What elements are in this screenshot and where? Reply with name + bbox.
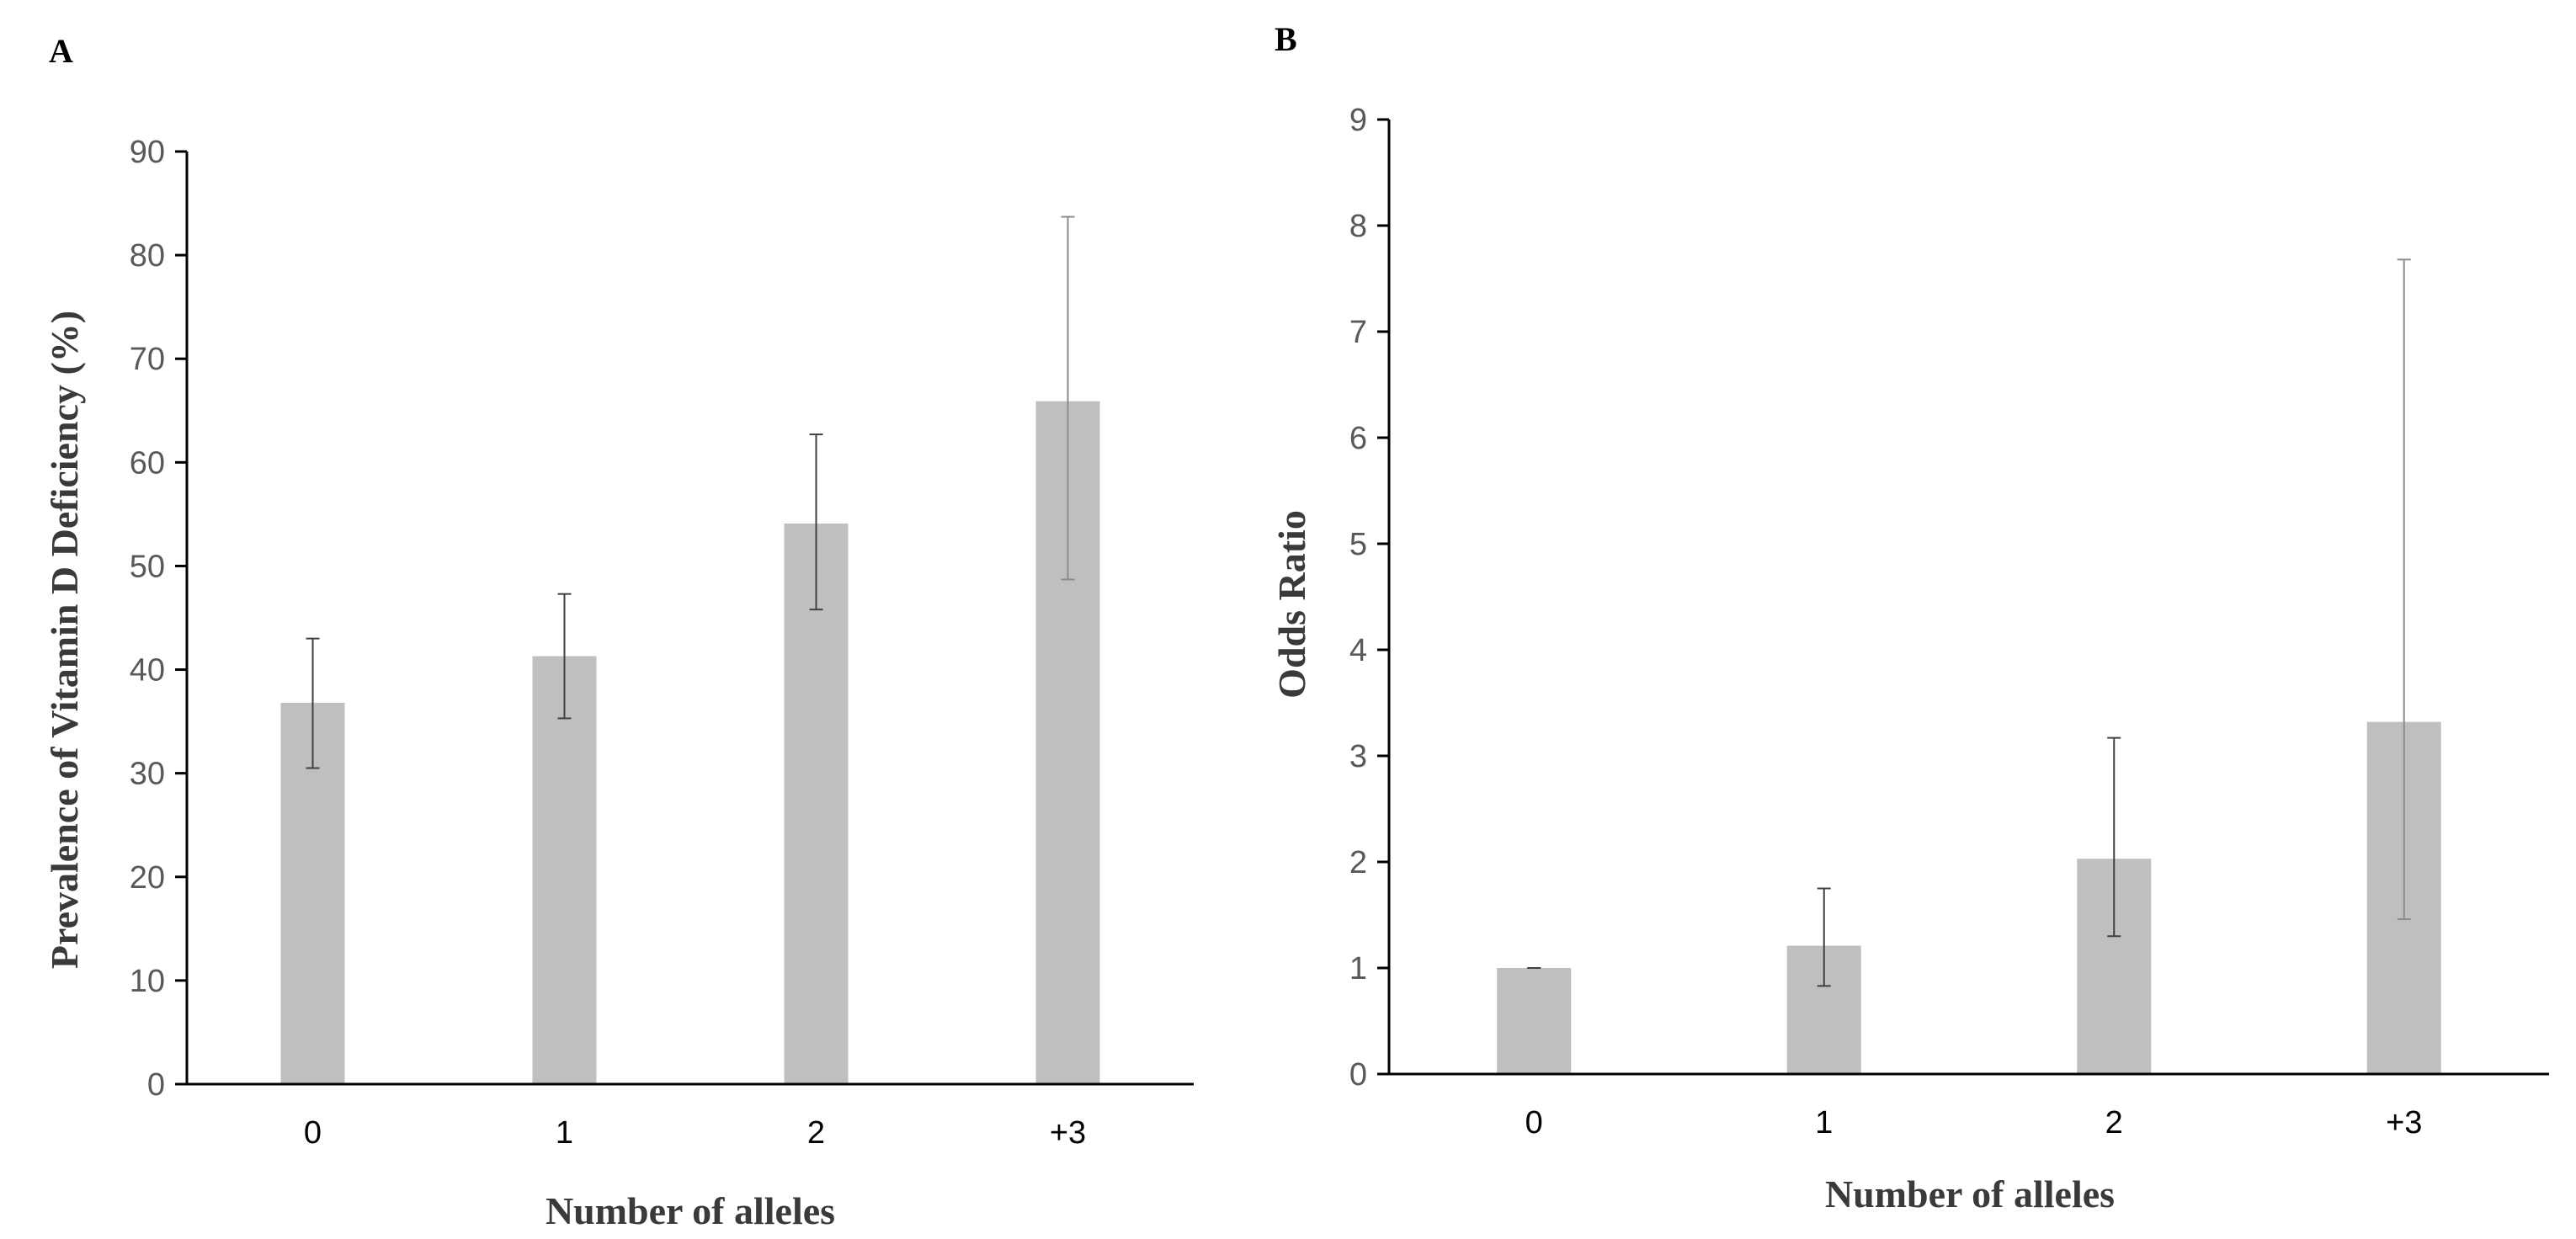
- error-bar-1: [1817, 887, 1831, 987]
- y-tick-label: 0: [147, 1067, 165, 1103]
- y-axis-title: Odds Ratio: [1270, 510, 1313, 699]
- error-bar-2: [809, 433, 823, 611]
- panel-label: B: [1275, 20, 1297, 58]
- error-bar-2: [2107, 736, 2121, 938]
- bar-1: [532, 656, 597, 1084]
- error-bar-1: [557, 593, 572, 720]
- x-axis-title: Number of alleles: [546, 1189, 835, 1232]
- error-bar-0: [306, 637, 320, 769]
- panel-label: A: [49, 32, 73, 70]
- bar-0: [1497, 968, 1572, 1074]
- x-tick-label: 0: [1525, 1105, 1543, 1141]
- y-tick-label: 1: [1349, 951, 1367, 986]
- y-tick-label: 40: [130, 653, 165, 689]
- y-tick-label: 70: [130, 342, 165, 377]
- y-tick-label: 3: [1349, 739, 1367, 774]
- error-bar-3: [2397, 258, 2411, 921]
- y-tick-label: 7: [1349, 315, 1367, 350]
- y-tick-label: 6: [1349, 421, 1367, 456]
- y-tick-label: 30: [130, 757, 165, 792]
- y-tick-label: 80: [130, 238, 165, 274]
- y-tick-label: 4: [1349, 633, 1367, 668]
- x-tick-label: +3: [2386, 1105, 2422, 1141]
- y-tick-label: 0: [1349, 1057, 1367, 1093]
- y-tick-label: 90: [130, 135, 165, 170]
- y-tick-label: 2: [1349, 845, 1367, 880]
- plot-area: 0 1 2 3 4 5 6 7 8 9 0 1 2 +3: [1349, 103, 2549, 1141]
- x-tick-label: 0: [304, 1115, 322, 1151]
- y-tick-label: 20: [130, 860, 165, 896]
- y-tick-label: 50: [130, 549, 165, 584]
- y-tick-label: 8: [1349, 209, 1367, 244]
- x-tick-label: 1: [556, 1115, 573, 1151]
- y-axis-title: Prevalence of Vitamin D Deficiency (%): [43, 311, 86, 969]
- y-tick-label: 60: [130, 445, 165, 481]
- x-tick-label: 2: [2105, 1105, 2123, 1141]
- panel-b: B Odds Ratio Number of alleles 0 1 2 3 4 5 6 7 8…: [1270, 20, 2549, 1215]
- panel-a: A Prevalence of Vitamin D Deficiency (%)…: [43, 32, 1194, 1232]
- x-tick-label: +3: [1050, 1115, 1086, 1151]
- x-axis-title: Number of alleles: [1825, 1173, 2115, 1215]
- error-bar-3: [1061, 215, 1075, 581]
- y-tick-label: 5: [1349, 527, 1367, 562]
- plot-area: 0 10 20 30 40 50 60 70 80 90 0 1 2 +3: [130, 135, 1194, 1151]
- x-tick-label: 1: [1815, 1105, 1833, 1141]
- x-tick-label: 2: [807, 1115, 825, 1151]
- y-tick-label: 10: [130, 964, 165, 999]
- bar-2: [784, 523, 849, 1084]
- y-tick-label: 9: [1349, 103, 1367, 138]
